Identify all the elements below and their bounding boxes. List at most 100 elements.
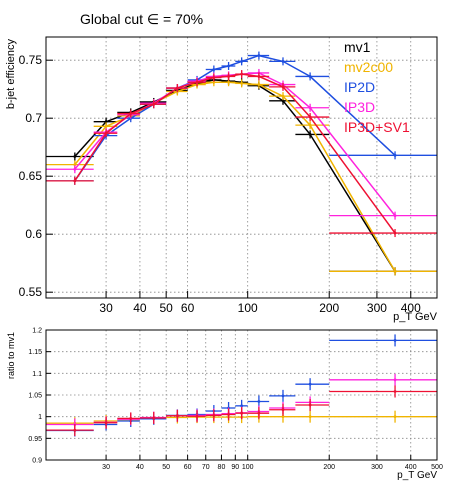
efficiency-point-ip3d-sv1-1 xyxy=(104,131,108,135)
efficiency-point-ip3d-sv1-0 xyxy=(73,179,77,183)
efficiency-y-axis-label: b-jet efficiency xyxy=(5,39,17,110)
ratio-point-ip2d-10 xyxy=(281,394,285,398)
efficiency-point-ip3d-11 xyxy=(308,106,312,110)
efficiency-x-tick-label-60: 60 xyxy=(181,301,195,315)
efficiency-point-mv2c00-6 xyxy=(212,80,216,84)
efficiency-point-ip2d-11 xyxy=(308,75,312,78)
ratio-point-ip3d-sv1-11 xyxy=(308,403,312,407)
efficiency-point-mv1-1 xyxy=(104,120,108,124)
ratio-point-ip3d-12 xyxy=(393,378,397,382)
ratio-x-tick-label-60: 60 xyxy=(184,464,192,471)
efficiency-point-ip2d-8 xyxy=(240,59,244,63)
ratio-point-ip3d-sv1-8 xyxy=(240,411,244,415)
efficiency-point-ip3d-sv1-6 xyxy=(212,76,216,79)
efficiency-x-tick-label-40: 40 xyxy=(133,301,147,315)
efficiency-point-ip2d-10 xyxy=(281,59,285,63)
ratio-y-tick-label-0-95: 0.95 xyxy=(28,436,42,443)
efficiency-point-ip3d-sv1-10 xyxy=(281,85,285,89)
efficiency-point-mv1-0 xyxy=(73,155,77,158)
ratio-x-tick-label-400: 400 xyxy=(405,464,417,471)
ratio-point-ip3d-sv1-10 xyxy=(281,408,285,412)
efficiency-x-tick-label-100: 100 xyxy=(238,301,258,315)
ratio-point-ip3d-sv1-6 xyxy=(212,413,216,417)
efficiency-point-ip3d-0 xyxy=(73,167,77,171)
efficiency-point-ip3d-sv1-3 xyxy=(152,102,156,106)
ratio-x-tick-label-80: 80 xyxy=(218,464,226,471)
ratio-y-tick-label-1-1: 1.1 xyxy=(32,371,42,378)
ratio-y-tick-label-1: 1 xyxy=(38,414,42,421)
efficiency-x-tick-label-300: 300 xyxy=(367,301,387,315)
efficiency-frame xyxy=(45,36,438,299)
ratio-x-tick-label-90: 90 xyxy=(231,464,239,471)
efficiency-point-ip2d-9 xyxy=(257,54,261,57)
ratio-point-ip3d-sv1-0 xyxy=(73,428,77,432)
efficiency-point-ip3d-sv1-9 xyxy=(257,75,261,78)
ratio-x-tick-label-500: 500 xyxy=(431,464,443,471)
ratio-point-ip2d-9 xyxy=(257,400,261,403)
legend-entry-mv2c00: mv2c00 xyxy=(344,59,393,75)
efficiency-point-ip3d-sv1-5 xyxy=(195,80,199,84)
legend-entry-ip3d: IP3D xyxy=(344,99,375,115)
efficiency-point-mv2c00-11 xyxy=(308,123,312,127)
ratio-point-ip3d-sv1-1 xyxy=(104,421,108,425)
ratio-point-mv2c00-12 xyxy=(393,415,397,419)
efficiency-point-ip2d-7 xyxy=(227,64,230,68)
efficiency-point-ip3d-sv1-8 xyxy=(240,72,244,76)
ratio-x-tick-label-300: 300 xyxy=(371,464,383,471)
ratio-y-tick-label-1-15: 1.15 xyxy=(28,349,42,356)
efficiency-point-ip3d-sv1-12 xyxy=(393,231,397,235)
ratio-x-tick-label-100: 100 xyxy=(242,464,254,471)
efficiency-x-tick-label-200: 200 xyxy=(319,301,339,315)
ratio-y-tick-label-0-9: 0.9 xyxy=(32,458,42,465)
efficiency-point-mv1-11 xyxy=(308,133,312,136)
ratio-point-ip2d-11 xyxy=(308,382,312,386)
ratio-point-ip3d-sv1-7 xyxy=(227,413,230,416)
ratio-point-ip3d-sv1-12 xyxy=(393,390,397,393)
ratio-point-ip3d-sv1-9 xyxy=(257,411,261,415)
legend-entry-ip3d-sv1: IP3D+SV1 xyxy=(344,119,410,135)
efficiency-x-tick-label-30: 30 xyxy=(99,301,113,315)
efficiency-point-ip3d-sv1-2 xyxy=(129,112,133,115)
ratio-x-axis-label: p_T GeV xyxy=(397,470,437,481)
efficiency-point-ip3d-sv1-4 xyxy=(175,86,179,90)
ratio-y-tick-label-1-05: 1.05 xyxy=(28,393,42,400)
ratio-point-mv2c00-11 xyxy=(308,415,312,419)
legend-entry-mv1: mv1 xyxy=(344,39,371,55)
efficiency-point-mv2c00-10 xyxy=(281,94,285,98)
efficiency-y-tick-label-0-7: 0.7 xyxy=(25,111,42,125)
ratio-x-tick-label-200: 200 xyxy=(323,464,335,471)
ratio-point-ip3d-sv1-4 xyxy=(175,414,179,418)
efficiency-y-tick-label-0-6: 0.6 xyxy=(25,227,42,241)
ratio-y-axis-label: ratio to mv1 xyxy=(6,332,16,379)
efficiency-plot: 30 40 50 60 100 200 300 400 0.55 0.6 0.65 0.7 0.75b-… xyxy=(5,36,438,323)
ratio-x-tick-label-30: 30 xyxy=(102,464,110,471)
ratio-point-ip2d-12 xyxy=(393,339,397,342)
efficiency-point-mv2c00-12 xyxy=(393,269,397,273)
efficiency-y-tick-label-0-55: 0.55 xyxy=(19,285,43,299)
ratio-y-tick-label-1-2: 1.2 xyxy=(32,328,42,335)
efficiency-point-ip2d-12 xyxy=(393,153,397,157)
efficiency-point-mv2c00-0 xyxy=(73,163,77,167)
legend: mv1 mv2c00 IP2D IP3D IP3D+SV1 xyxy=(344,39,410,135)
ratio-point-mv2c00-10 xyxy=(281,415,285,419)
efficiency-y-tick-label-0-65: 0.65 xyxy=(19,169,43,183)
ratio-point-ip3d-sv1-3 xyxy=(152,416,156,420)
ratio-x-tick-label-40: 40 xyxy=(136,464,144,471)
efficiency-x-tick-label-400: 400 xyxy=(401,301,421,315)
efficiency-point-ip2d-6 xyxy=(212,68,216,71)
efficiency-point-mv2c00-9 xyxy=(257,83,261,86)
efficiency-x-tick-label-50: 50 xyxy=(159,301,173,315)
efficiency-point-mv1-10 xyxy=(281,99,285,103)
efficiency-point-mv2c00-8 xyxy=(240,82,244,85)
ratio-x-tick-label-50: 50 xyxy=(162,464,170,471)
efficiency-point-mv2c00-1 xyxy=(104,124,108,128)
ratio-plot: 30 40 50 60 70 80 90 100 200 300 400 500 0.9 0.95 1 1.0… xyxy=(6,328,443,482)
efficiency-x-axis-label: p_T GeV xyxy=(393,311,437,323)
efficiency-y-tick-label-0-75: 0.75 xyxy=(19,53,43,67)
efficiency-point-ip3d-12 xyxy=(393,214,397,218)
ratio-point-ip2d-8 xyxy=(240,404,244,408)
ratio-frame xyxy=(45,329,438,461)
ratio-x-tick-label-70: 70 xyxy=(202,464,210,471)
legend-entry-ip2d: IP2D xyxy=(344,79,375,95)
